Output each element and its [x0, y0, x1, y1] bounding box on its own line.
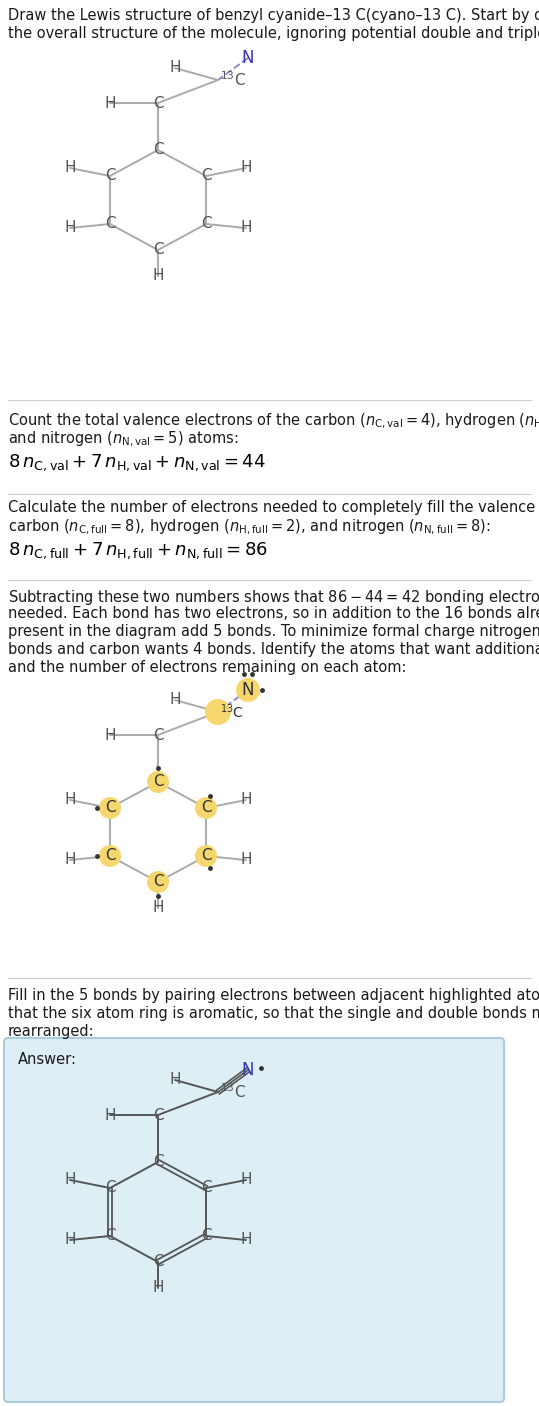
Text: rearranged:: rearranged: [8, 1024, 95, 1039]
Text: N: N [242, 681, 254, 699]
Circle shape [99, 797, 121, 820]
Text: H: H [169, 60, 181, 76]
Text: C: C [105, 169, 115, 184]
Text: H: H [64, 793, 76, 807]
Text: and the number of electrons remaining on each atom:: and the number of electrons remaining on… [8, 659, 406, 675]
Text: present in the diagram add 5 bonds. To minimize formal charge nitrogen wants 3: present in the diagram add 5 bonds. To m… [8, 624, 539, 638]
Text: $^{13}$C: $^{13}$C [220, 70, 246, 90]
Text: H: H [104, 727, 116, 742]
Text: C: C [201, 800, 211, 815]
Text: $^{13}$C: $^{13}$C [220, 1083, 246, 1101]
Text: C: C [153, 875, 163, 890]
Text: $^{13}$C: $^{13}$C [220, 703, 244, 721]
Text: C: C [153, 142, 163, 157]
Text: C: C [201, 1181, 211, 1195]
Text: $8\,n_{\mathrm{C,full}} + 7\,n_{\mathrm{H,full}} + n_{\mathrm{N,full}} = 86$: $8\,n_{\mathrm{C,full}} + 7\,n_{\mathrm{… [8, 540, 268, 561]
Text: C: C [153, 727, 163, 742]
Text: C: C [105, 1229, 115, 1243]
Text: C: C [105, 1181, 115, 1195]
Text: C: C [105, 800, 115, 815]
Text: C: C [105, 848, 115, 863]
Text: H: H [104, 1108, 116, 1122]
Text: H: H [240, 852, 252, 868]
Text: needed. Each bond has two electrons, so in addition to the 16 bonds already: needed. Each bond has two electrons, so … [8, 606, 539, 621]
Text: H: H [169, 1073, 181, 1087]
Text: N: N [242, 49, 254, 67]
Text: Fill in the 5 bonds by pairing electrons between adjacent highlighted atoms. Not: Fill in the 5 bonds by pairing electrons… [8, 988, 539, 1002]
Text: H: H [64, 1173, 76, 1188]
Text: C: C [105, 217, 115, 232]
Circle shape [147, 770, 169, 793]
Text: C: C [201, 1229, 211, 1243]
FancyBboxPatch shape [4, 1038, 504, 1402]
Circle shape [236, 678, 260, 702]
Text: H: H [152, 1281, 164, 1295]
Text: C: C [153, 242, 163, 257]
Text: C: C [153, 1108, 163, 1122]
Text: C: C [201, 217, 211, 232]
Text: N: N [242, 1062, 254, 1078]
Text: H: H [240, 1173, 252, 1188]
Text: $8\,n_{\mathrm{C,val}} + 7\,n_{\mathrm{H,val}} + n_{\mathrm{N,val}} = 44$: $8\,n_{\mathrm{C,val}} + 7\,n_{\mathrm{H… [8, 451, 266, 472]
Text: H: H [64, 160, 76, 176]
Text: H: H [240, 221, 252, 235]
Text: C: C [201, 169, 211, 184]
Text: C: C [153, 96, 163, 111]
Text: Subtracting these two numbers shows that $86-44=42$ bonding electrons are: Subtracting these two numbers shows that… [8, 588, 539, 607]
Text: H: H [152, 900, 164, 915]
Text: H: H [240, 1233, 252, 1247]
Text: that the six atom ring is aromatic, so that the single and double bonds may be: that the six atom ring is aromatic, so t… [8, 1007, 539, 1021]
Text: the overall structure of the molecule, ignoring potential double and triple bond: the overall structure of the molecule, i… [8, 25, 539, 41]
Circle shape [205, 699, 231, 725]
Circle shape [195, 845, 217, 868]
Text: H: H [152, 269, 164, 284]
Text: C: C [201, 848, 211, 863]
Circle shape [195, 797, 217, 820]
Text: carbon ($n_{\mathrm{C,full}}=8$), hydrogen ($n_{\mathrm{H,full}}=2$), and nitrog: carbon ($n_{\mathrm{C,full}}=8$), hydrog… [8, 517, 490, 537]
Text: bonds and carbon wants 4 bonds. Identify the atoms that want additional bonds: bonds and carbon wants 4 bonds. Identify… [8, 643, 539, 657]
Text: C: C [153, 1154, 163, 1170]
Text: H: H [169, 693, 181, 707]
Text: H: H [64, 221, 76, 235]
Text: Draw the Lewis structure of benzyl cyanide–13 C(cyano–13 C). Start by drawing: Draw the Lewis structure of benzyl cyani… [8, 8, 539, 22]
Text: H: H [240, 793, 252, 807]
Text: C: C [153, 775, 163, 790]
Text: Answer:: Answer: [18, 1052, 77, 1067]
Text: H: H [240, 160, 252, 176]
Text: and nitrogen ($n_{\mathrm{N,val}}=5$) atoms:: and nitrogen ($n_{\mathrm{N,val}}=5$) at… [8, 430, 238, 450]
Text: H: H [104, 96, 116, 111]
Circle shape [147, 870, 169, 893]
Text: Calculate the number of electrons needed to completely fill the valence shells f: Calculate the number of electrons needed… [8, 501, 539, 515]
Text: C: C [153, 1254, 163, 1270]
Text: H: H [64, 852, 76, 868]
Circle shape [99, 845, 121, 868]
Text: H: H [64, 1233, 76, 1247]
Text: Count the total valence electrons of the carbon ($n_{\mathrm{C,val}}=4$), hydrog: Count the total valence electrons of the… [8, 412, 539, 432]
